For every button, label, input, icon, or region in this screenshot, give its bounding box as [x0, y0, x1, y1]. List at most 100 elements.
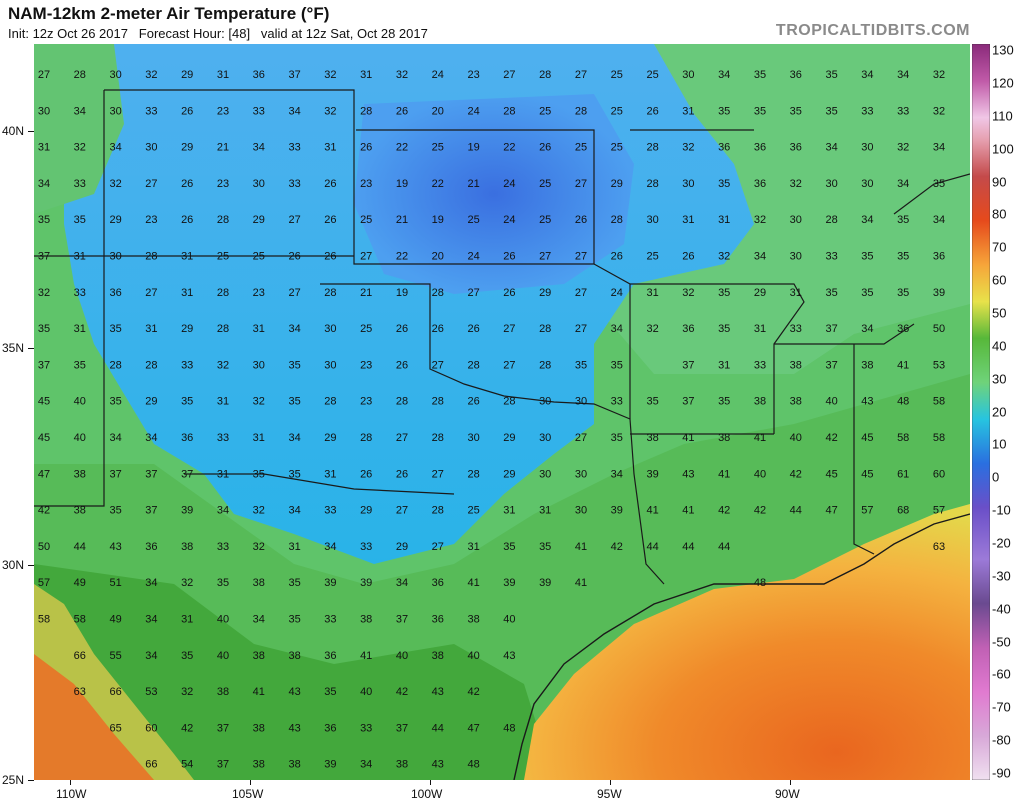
station-temperature: 35: [109, 323, 121, 335]
station-temperature: 29: [253, 214, 265, 226]
station-temperature: 36: [682, 323, 694, 335]
station-temperature: 30: [575, 505, 587, 517]
station-temperature: 27: [575, 178, 587, 190]
station-temperature: 47: [38, 468, 50, 480]
station-temperature: 30: [109, 105, 121, 117]
lon-label-90w: 90W: [775, 787, 800, 801]
station-temperature: 31: [718, 214, 730, 226]
station-temperature: 28: [575, 105, 587, 117]
station-temperature: 26: [181, 178, 193, 190]
station-temperature: 37: [217, 759, 229, 771]
station-temperature: 50: [933, 323, 945, 335]
station-temperature: 27: [503, 323, 515, 335]
station-temperature: 20: [432, 251, 444, 263]
station-temperature: 65: [109, 722, 121, 734]
station-temperature: 40: [754, 468, 766, 480]
station-temperature: 30: [682, 178, 694, 190]
station-temperature: 38: [432, 650, 444, 662]
station-temperature: 38: [253, 577, 265, 589]
station-temperature: 48: [754, 577, 766, 589]
colorbar-label: 100: [992, 141, 1014, 157]
station-temperature: 26: [467, 396, 479, 408]
station-temperature: 25: [467, 214, 479, 226]
station-temperature: 23: [360, 396, 372, 408]
station-temperature: 31: [74, 323, 86, 335]
station-temperature: 19: [396, 287, 408, 299]
station-temperature: 26: [396, 359, 408, 371]
station-temperature: 19: [396, 178, 408, 190]
station-temperature: 27: [396, 505, 408, 517]
station-temperature: 26: [646, 105, 658, 117]
station-temperature: 28: [432, 432, 444, 444]
station-temperature: 40: [217, 650, 229, 662]
station-temperature: 37: [682, 359, 694, 371]
station-temperature: 25: [360, 323, 372, 335]
station-temperature: 26: [611, 251, 623, 263]
station-temperature: 43: [109, 541, 121, 553]
station-temperature: 25: [217, 251, 229, 263]
colorbar-label: 40: [992, 338, 1007, 354]
station-temperature: 35: [38, 214, 50, 226]
temperature-colorbar: [972, 44, 990, 780]
station-temperature: 26: [432, 323, 444, 335]
station-temperature: 37: [145, 505, 157, 517]
station-temperature: 58: [933, 432, 945, 444]
station-temperature: 39: [324, 577, 336, 589]
station-temperature: 34: [253, 142, 265, 154]
station-temperature: 31: [539, 505, 551, 517]
station-temperature: 30: [253, 359, 265, 371]
station-temperature: 33: [324, 614, 336, 626]
lon-tick-105w: [250, 780, 251, 785]
station-temperature: 29: [503, 432, 515, 444]
station-temperature: 66: [74, 650, 86, 662]
station-temperature: 34: [933, 214, 945, 226]
station-temperature: 60: [145, 722, 157, 734]
station-temperature: 31: [682, 214, 694, 226]
station-temperature: 24: [467, 105, 479, 117]
station-temperature: 35: [861, 251, 873, 263]
lat-tick-35n: [28, 348, 34, 349]
station-temperature: 58: [38, 614, 50, 626]
station-temperature: 41: [253, 686, 265, 698]
station-temperature: 37: [38, 359, 50, 371]
station-temperature: 48: [467, 759, 479, 771]
lon-tick-95w: [610, 780, 611, 785]
lon-label-110w: 110W: [56, 787, 87, 801]
station-temperature: 26: [360, 142, 372, 154]
station-temperature: 28: [432, 396, 444, 408]
station-temperature: 36: [145, 541, 157, 553]
lat-label-30n: 30N: [2, 558, 25, 572]
station-temperature: 36: [790, 142, 802, 154]
station-temperature: 22: [396, 251, 408, 263]
station-temperature: 26: [288, 251, 300, 263]
lat-label-25n: 25N: [2, 773, 25, 787]
station-temperature: 21: [217, 142, 229, 154]
colorbar-label: 50: [992, 305, 1007, 321]
station-temperature: 28: [467, 468, 479, 480]
station-temperature: 30: [790, 214, 802, 226]
station-temperature: 23: [145, 214, 157, 226]
station-temperature: 31: [181, 614, 193, 626]
station-temperature: 38: [288, 650, 300, 662]
station-temperature: 28: [611, 214, 623, 226]
station-temperature: 39: [933, 287, 945, 299]
station-temperature: 35: [288, 396, 300, 408]
station-temperature: 37: [825, 359, 837, 371]
station-temperature: 45: [38, 432, 50, 444]
station-temperature: 48: [897, 396, 909, 408]
station-temperature: 20: [432, 105, 444, 117]
station-temperature: 28: [432, 287, 444, 299]
station-temperature: 30: [145, 142, 157, 154]
station-temperature: 35: [611, 432, 623, 444]
station-temperature: 57: [861, 505, 873, 517]
station-temperature: 39: [324, 759, 336, 771]
station-temperature: 28: [145, 251, 157, 263]
station-temperature: 35: [897, 214, 909, 226]
station-temperature: 25: [539, 214, 551, 226]
station-temperature: 25: [611, 69, 623, 81]
station-temperature: 38: [181, 541, 193, 553]
lon-label-105w: 105W: [232, 787, 264, 801]
station-temperature: 38: [646, 432, 658, 444]
colorbar-label: 60: [992, 272, 1007, 288]
temperature-map: 27 28 30 32 29 31 36 37 32 31 32 24 23 27 28 27 25 25 30 34…: [34, 44, 970, 780]
